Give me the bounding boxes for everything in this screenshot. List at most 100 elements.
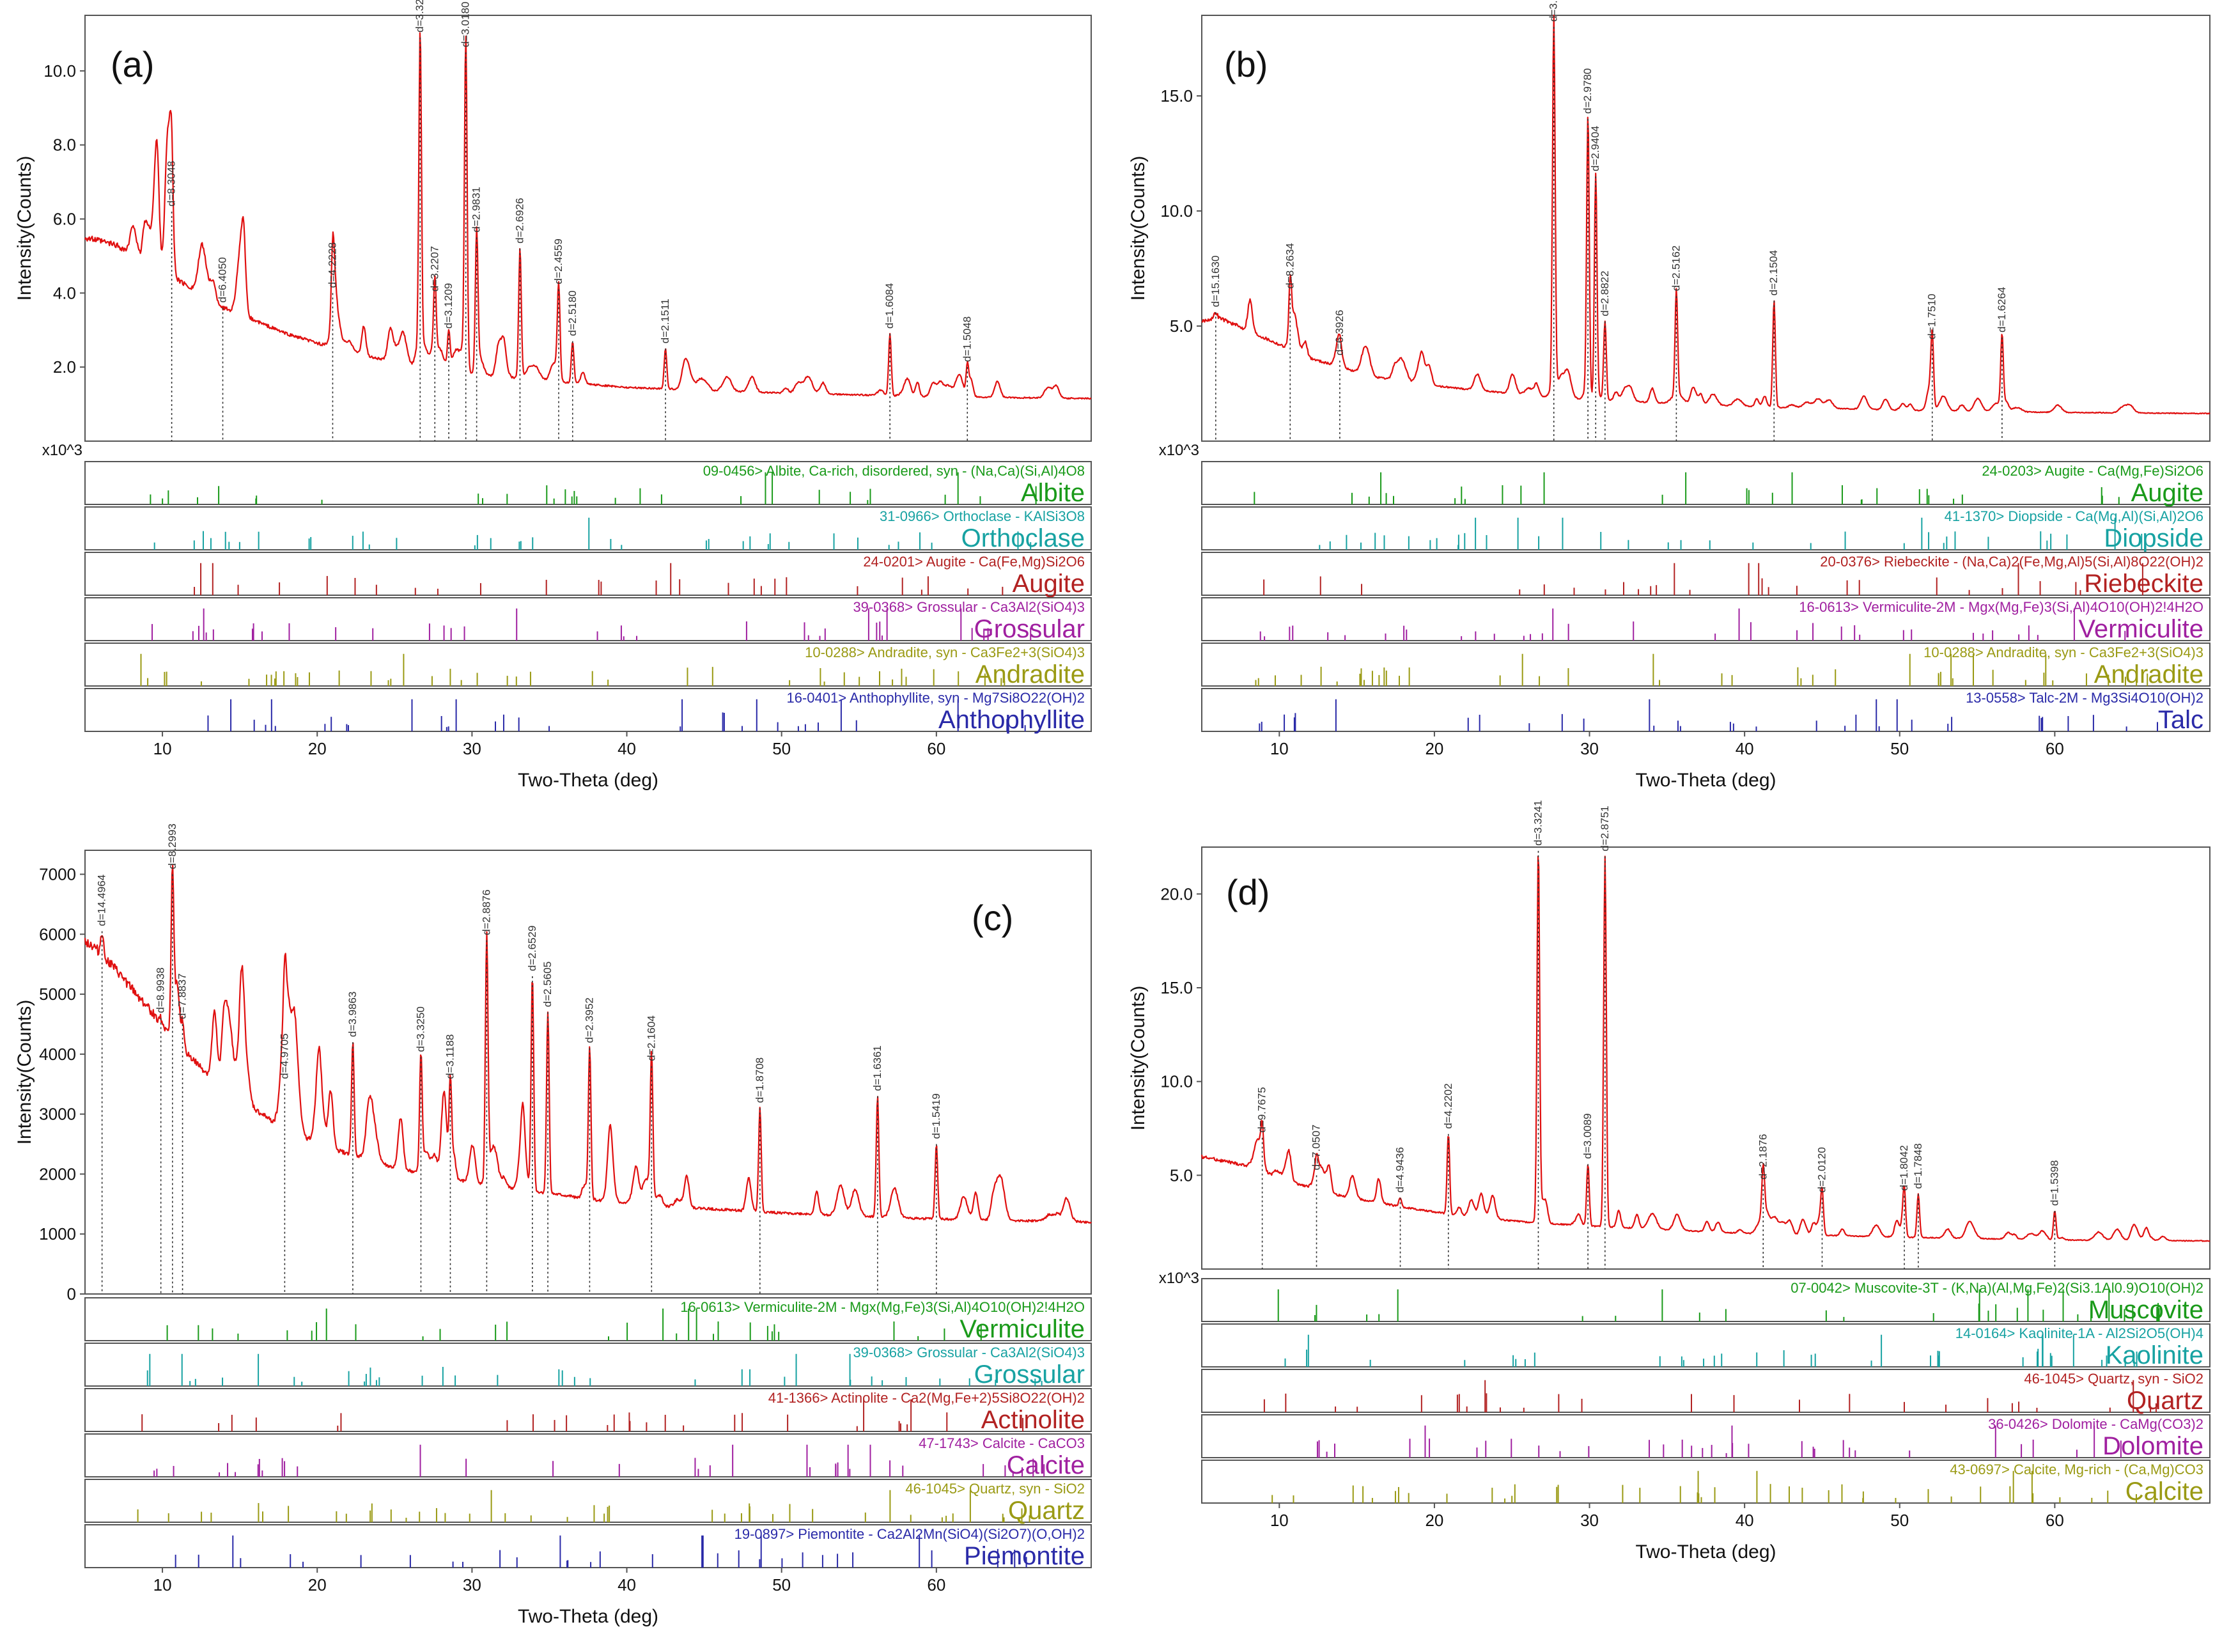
x-axis-label: Two-Theta (deg): [1635, 770, 1776, 791]
peak-label: d=3.3241: [1532, 800, 1544, 845]
phase-band-frame: [1201, 461, 2210, 505]
x-tick-label: 50: [772, 739, 791, 758]
x-tick-label: 60: [2046, 1511, 2064, 1530]
phase-band-frame: [84, 1524, 1092, 1568]
x-tick-label: 40: [618, 1575, 636, 1594]
phase-card-label: 16-0613> Vermiculite-2M - Mgx(Mg,Fe)3(Si…: [1799, 599, 2203, 615]
y-tick-label: 5000: [39, 985, 76, 1004]
phase-name: Albite: [1021, 479, 1085, 507]
phase-name: Augite: [1013, 570, 1085, 598]
peak-label: d=2.1604: [645, 1015, 657, 1061]
phase-band-vermiculite: 16-0613> Vermiculite-2M - Mgx(Mg,Fe)3(Si…: [1201, 597, 2210, 643]
phase-name: Actinolite: [981, 1406, 1085, 1434]
y-unit-label: x10^3: [1159, 1270, 1199, 1287]
peak-label: d=1.5048: [961, 316, 973, 362]
phase-name: Augite: [2131, 479, 2203, 507]
y-tick-label: 5.0: [1170, 1165, 1193, 1185]
x-tick-label: 30: [1580, 739, 1599, 758]
phase-name: Diopside: [2104, 524, 2203, 552]
phase-band-frame: [84, 1297, 1092, 1341]
phase-name: Vermiculite: [2078, 615, 2203, 643]
panel-b: (b) Intensity(Counts) 5.0 10.0 15.0 x10^3 d=15…: [1128, 0, 2210, 791]
peak-label: d=1.5398: [2048, 1160, 2060, 1206]
x-axis-label: Two-Theta (deg): [1635, 1541, 1776, 1562]
phase-band-kaolinite: 14-0164> Kaolinite-1A - Al2Si2O5(OH)4Kao…: [1201, 1323, 2210, 1369]
phase-band-frame: [84, 552, 1092, 596]
phase-band-piemontite: 19-0897> Piemontite - Ca2Al2Mn(SiO4)(Si2…: [84, 1524, 1092, 1570]
y-tick-label: 3000: [39, 1105, 76, 1124]
y-axis-label: Intensity(Counts): [1128, 156, 1149, 301]
phase-card-label: 13-0558> Talc-2M - Mg3Si4O10(OH)2: [1966, 690, 2203, 706]
y-tick-label: 7000: [39, 865, 76, 884]
phase-card-label: 39-0368> Grossular - Ca3Al2(SiO4)3: [853, 1344, 1085, 1360]
peak-label: d=2.1504: [1768, 250, 1780, 295]
peak-label: d=4.2228: [326, 242, 338, 288]
peak-label: d=3.0180: [460, 2, 472, 47]
y-tick-label: 10.0: [1160, 201, 1193, 221]
peak-label: d=1.7848: [1912, 1143, 1924, 1188]
peak-label: d=8.2993: [166, 823, 178, 869]
peak-label: d=4.9705: [278, 1033, 290, 1079]
phase-band-frame: [84, 1479, 1092, 1523]
diffraction-pattern-line: [84, 32, 1092, 400]
phase-band-grossular: 39-0368> Grossular - Ca3Al2(SiO4)3Grossu…: [84, 597, 1092, 643]
peak-label: d=2.8822: [1599, 270, 1611, 316]
phase-band-frame: [1201, 1278, 2210, 1322]
peak-label: d=2.1876: [1757, 1134, 1769, 1180]
y-tick-label: 4000: [39, 1045, 76, 1064]
phase-band-albite: 09-0456> Albite, Ca-rich, disordered, sy…: [84, 461, 1092, 507]
peak-label: d=3.1188: [444, 1034, 456, 1079]
peak-label: d=3.9863: [346, 992, 359, 1037]
panel-letter: (b): [1224, 44, 1268, 84]
peak-label: d=4.2202: [1442, 1083, 1454, 1128]
phase-card-label: 10-0288> Andradite, syn - Ca3Fe2+3(SiO4)…: [1923, 644, 2203, 660]
peak-label: d=2.0120: [1815, 1147, 1828, 1192]
peak-label: d=2.6529: [526, 926, 538, 971]
x-axis-label: Two-Theta (deg): [518, 1606, 658, 1627]
phase-band-frame: [84, 1388, 1092, 1432]
peak-label: d=6.3926: [1333, 310, 1346, 355]
x-tick-label: 20: [1425, 739, 1443, 758]
phase-band-andradite: 10-0288> Andradite, syn - Ca3Fe2+3(SiO4)…: [1201, 643, 2210, 689]
phase-band-actinolite: 41-1366> Actinolite - Ca2(Mg,Fe+2)5Si8O2…: [84, 1388, 1092, 1434]
peak-label: d=3.3241: [414, 0, 426, 33]
phase-name: Vermiculite: [960, 1315, 1085, 1343]
peak-label: d=1.6361: [871, 1045, 883, 1091]
phase-band-anthophyllite: 16-0401> Anthophyllite, syn - Mg7Si8O22(…: [84, 688, 1092, 734]
x-tick-label: 10: [153, 739, 172, 758]
plot-frame: [1201, 15, 2210, 442]
peak-label: d=2.8876: [480, 889, 492, 935]
peak-label: d=1.8042: [1898, 1145, 1910, 1190]
phase-band-frame: [1201, 552, 2210, 596]
phase-name: Muscovite: [2088, 1296, 2203, 1324]
phase-band-frame: [84, 688, 1092, 732]
phase-band-frame: [84, 461, 1092, 505]
y-unit-label: x10^3: [1159, 442, 1199, 459]
peak-label: d=9.7675: [1256, 1087, 1268, 1132]
y-tick-label: 20.0: [1160, 884, 1193, 903]
peak-label: d=7.8837: [176, 974, 189, 1019]
panel-letter: (d): [1226, 872, 1270, 912]
phase-name: Grossular: [974, 1360, 1085, 1389]
x-tick-label: 20: [308, 1575, 327, 1594]
panel-c: (c) Intensity(Counts) 0 1000 2000 3000 4000 500…: [14, 823, 1092, 1627]
peak-label: d=3.1209: [442, 283, 454, 329]
x-tick-label: 10: [1270, 1511, 1289, 1530]
y-axis-label: Intensity(Counts): [1128, 986, 1149, 1131]
phase-card-label: 24-0201> Augite - Ca(Fe,Mg)Si2O6: [863, 554, 1085, 570]
x-tick-label: 60: [927, 739, 945, 758]
peak-label: d=6.4050: [217, 257, 229, 302]
phase-name: Piemontite: [964, 1542, 1085, 1570]
plot-frame: [84, 850, 1092, 1295]
phase-band-calcite: 43-0697> Calcite, Mg-rich - (Ca,Mg)CO3Ca…: [1201, 1460, 2210, 1506]
phase-name: Orthoclase: [961, 524, 1085, 552]
phase-name: Kaolinite: [2106, 1341, 2203, 1369]
peak-label: d=1.7510: [1926, 293, 1938, 339]
peak-label: d=15.1630: [1209, 256, 1222, 308]
phase-card-label: 46-1045> Quartz, syn - SiO2: [905, 1481, 1085, 1497]
phase-card-label: 31-0966> Orthoclase - KAlSi3O8: [880, 508, 1085, 524]
peak-label: d=4.9436: [1394, 1147, 1406, 1192]
phase-card-label: 10-0288> Andradite, syn - Ca3Fe2+3(SiO4)…: [805, 644, 1085, 660]
